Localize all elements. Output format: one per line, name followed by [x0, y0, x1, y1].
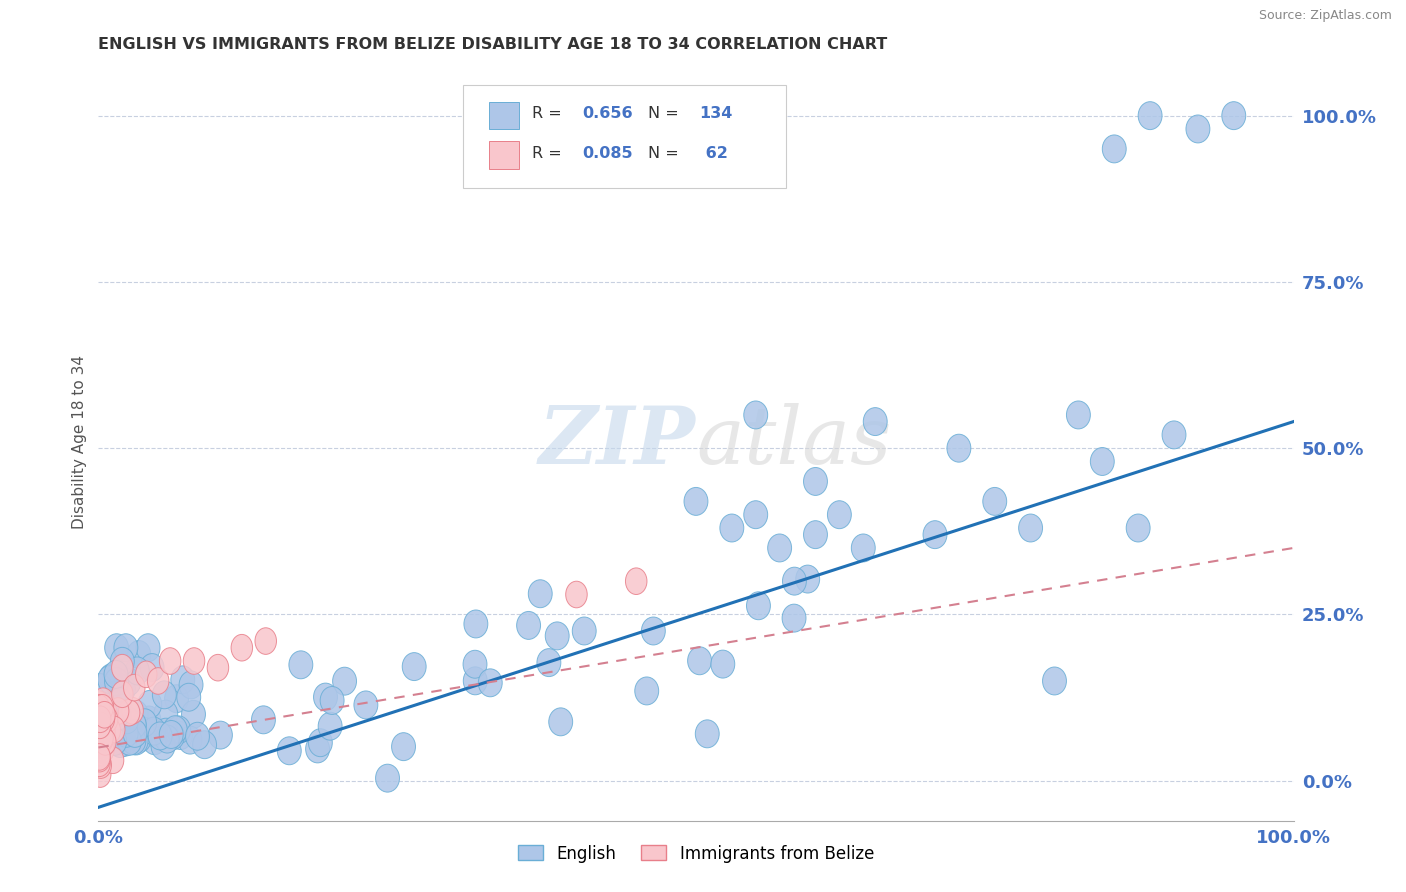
Text: ENGLISH VS IMMIGRANTS FROM BELIZE DISABILITY AGE 18 TO 34 CORRELATION CHART: ENGLISH VS IMMIGRANTS FROM BELIZE DISABI…: [98, 37, 887, 52]
Bar: [489, 102, 519, 129]
Text: N =: N =: [648, 146, 685, 161]
Text: 0.656: 0.656: [582, 106, 633, 121]
Text: R =: R =: [533, 146, 567, 161]
Text: 62: 62: [700, 146, 727, 161]
Text: Source: ZipAtlas.com: Source: ZipAtlas.com: [1258, 9, 1392, 22]
FancyBboxPatch shape: [463, 85, 786, 187]
Legend: English, Immigrants from Belize: English, Immigrants from Belize: [512, 838, 880, 869]
Text: R =: R =: [533, 106, 567, 121]
Text: ZIP: ZIP: [538, 403, 696, 480]
Y-axis label: Disability Age 18 to 34: Disability Age 18 to 34: [72, 354, 87, 529]
Text: 134: 134: [700, 106, 733, 121]
Bar: [489, 141, 519, 169]
Text: 0.085: 0.085: [582, 146, 633, 161]
Text: N =: N =: [648, 106, 685, 121]
Text: atlas: atlas: [696, 403, 891, 480]
